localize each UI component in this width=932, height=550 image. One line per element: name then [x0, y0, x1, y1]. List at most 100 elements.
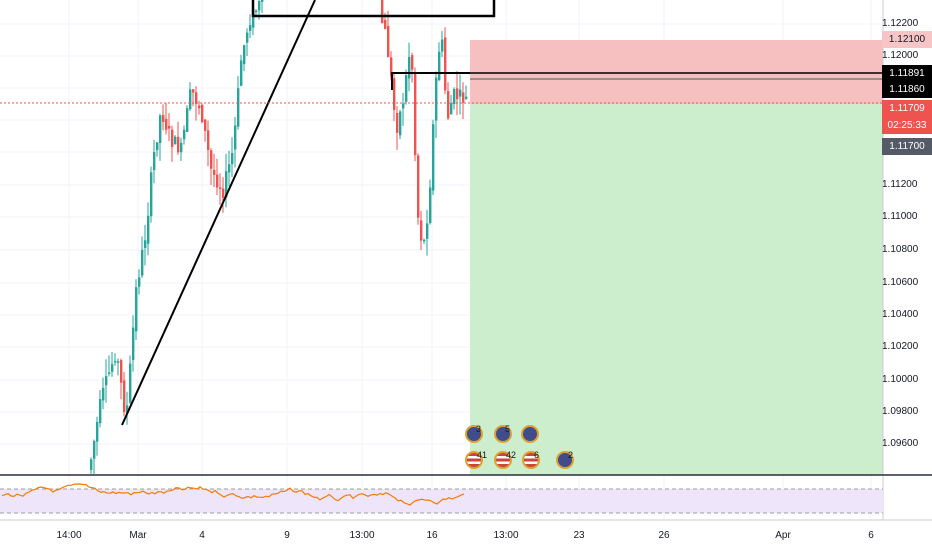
candle-body[interactable]: [402, 103, 405, 109]
candle-body[interactable]: [435, 77, 438, 121]
candle-body[interactable]: [147, 215, 150, 244]
candle-body[interactable]: [384, 19, 387, 29]
candle-body[interactable]: [261, 0, 264, 2]
price-axis[interactable]: 1.12200 1.12000 1.11200 1.11000 1.10800 …: [882, 0, 932, 520]
event-badge-eu[interactable]: [521, 425, 539, 443]
candle-body[interactable]: [114, 361, 117, 363]
candle-body[interactable]: [129, 363, 132, 403]
candle-body[interactable]: [411, 55, 414, 70]
candle-body[interactable]: [417, 155, 420, 218]
candle-body[interactable]: [171, 129, 174, 147]
candle-body[interactable]: [177, 136, 180, 153]
trend-line[interactable]: [121, 0, 316, 426]
candle-body[interactable]: [219, 187, 222, 189]
candle-body[interactable]: [213, 170, 216, 175]
candle-body[interactable]: [432, 124, 435, 191]
rsi-line[interactable]: [1, 483, 465, 506]
candle-body[interactable]: [180, 142, 183, 153]
candle-body[interactable]: [255, 10, 258, 13]
candle-body[interactable]: [144, 240, 147, 248]
candle-body[interactable]: [150, 172, 153, 217]
candle-body[interactable]: [243, 45, 246, 65]
candle-body[interactable]: [198, 105, 201, 109]
candle-body[interactable]: [228, 164, 231, 173]
candle-body[interactable]: [249, 25, 252, 31]
candle-body[interactable]: [132, 327, 135, 360]
candle-body[interactable]: [216, 174, 219, 188]
candle-body[interactable]: [117, 361, 120, 363]
candle-body[interactable]: [246, 32, 249, 43]
event-badge-us[interactable]: [522, 451, 540, 469]
candle-body[interactable]: [108, 372, 111, 374]
stop-loss-zone[interactable]: [470, 40, 883, 104]
candle-body[interactable]: [450, 103, 453, 115]
candle-body[interactable]: [99, 399, 102, 424]
event-badge-eu[interactable]: [556, 451, 574, 469]
candle-body[interactable]: [420, 220, 423, 241]
horizontal-box-drawing[interactable]: [391, 72, 470, 90]
candle-body[interactable]: [231, 153, 234, 165]
candle-body[interactable]: [459, 89, 462, 97]
candle-body[interactable]: [399, 111, 402, 136]
candle-body[interactable]: [465, 96, 468, 99]
take-profit-zone[interactable]: [470, 104, 883, 475]
candle-body[interactable]: [135, 287, 138, 332]
candle-body[interactable]: [165, 118, 168, 130]
candle-body[interactable]: [393, 78, 396, 110]
candle-body[interactable]: [429, 187, 432, 224]
candle-body[interactable]: [390, 57, 393, 77]
candle-body[interactable]: [456, 88, 459, 100]
event-badge-eu[interactable]: [465, 425, 483, 443]
candle-body[interactable]: [447, 91, 450, 119]
candle-body[interactable]: [441, 39, 444, 52]
rectangle-drawing-top[interactable]: [251, 0, 496, 18]
candle-body[interactable]: [444, 37, 447, 91]
candle-body[interactable]: [156, 142, 159, 151]
candle-body[interactable]: [126, 405, 129, 413]
time-axis[interactable]: 14:00 Mar 4 9 13:00 16 13:00 23 26 Apr 6: [0, 521, 883, 550]
candle-body[interactable]: [186, 108, 189, 133]
candle-body[interactable]: [102, 387, 105, 401]
candle-body[interactable]: [396, 112, 399, 133]
candle-body[interactable]: [90, 459, 93, 470]
candle-body[interactable]: [105, 376, 108, 386]
candle-body[interactable]: [162, 114, 165, 122]
candle-body[interactable]: [237, 88, 240, 127]
event-badge-eu[interactable]: [494, 425, 512, 443]
candle-body[interactable]: [123, 380, 126, 413]
candle-body[interactable]: [210, 150, 213, 169]
candle-body[interactable]: [414, 73, 417, 156]
candle-body[interactable]: [141, 249, 144, 276]
candle-body[interactable]: [438, 51, 441, 81]
candle-body[interactable]: [153, 152, 156, 171]
candle-body[interactable]: [195, 92, 198, 104]
candle-body[interactable]: [111, 364, 114, 372]
candle-body[interactable]: [201, 104, 204, 123]
candle-body[interactable]: [222, 188, 225, 198]
candle-body[interactable]: [120, 360, 123, 383]
candle-body[interactable]: [381, 0, 384, 24]
candle-body[interactable]: [93, 440, 96, 459]
candle-body[interactable]: [138, 277, 141, 287]
candle-body[interactable]: [240, 60, 243, 86]
candle-body[interactable]: [453, 88, 456, 105]
candle-body[interactable]: [408, 56, 411, 79]
candle-body[interactable]: [405, 75, 408, 102]
candle-body[interactable]: [174, 136, 177, 145]
candle-body[interactable]: [183, 129, 186, 140]
candlestick-series[interactable]: [90, 0, 468, 474]
candle-body[interactable]: [96, 421, 99, 442]
candle-body[interactable]: [192, 89, 195, 93]
candle-body[interactable]: [207, 130, 210, 151]
candle-body[interactable]: [252, 8, 255, 28]
candle-body[interactable]: [462, 92, 465, 103]
candle-body[interactable]: [168, 125, 171, 129]
candle-body[interactable]: [387, 25, 390, 57]
candle-body[interactable]: [258, 1, 261, 11]
candle-body[interactable]: [234, 125, 237, 150]
candle-body[interactable]: [225, 171, 228, 198]
candle-body[interactable]: [426, 223, 429, 239]
candle-body[interactable]: [189, 89, 192, 110]
